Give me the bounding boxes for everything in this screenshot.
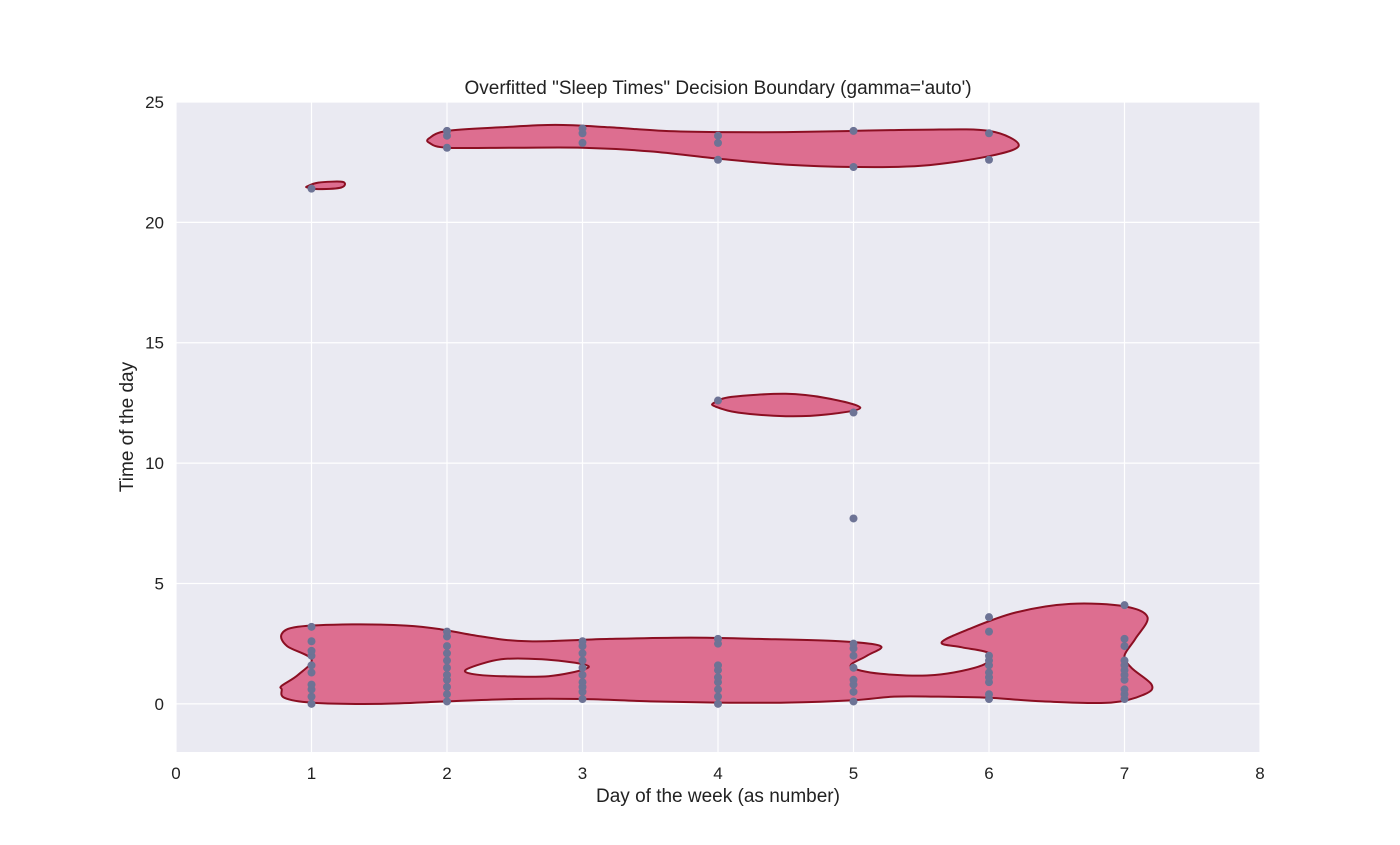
x-tick-label: 4 xyxy=(713,764,722,783)
data-point xyxy=(714,661,722,670)
data-point xyxy=(714,685,722,694)
data-point xyxy=(443,143,451,152)
data-point xyxy=(714,673,722,682)
decision-regions xyxy=(279,123,1154,705)
data-point xyxy=(849,163,858,171)
data-point xyxy=(443,656,451,665)
data-point xyxy=(578,138,587,147)
data-point xyxy=(578,656,587,665)
data-point xyxy=(1120,685,1129,694)
data-point xyxy=(307,637,316,646)
data-point xyxy=(714,155,722,164)
data-point xyxy=(714,138,722,147)
data-point xyxy=(307,668,316,677)
y-tick-label: 25 xyxy=(145,93,164,112)
data-point xyxy=(985,129,993,138)
data-point xyxy=(578,124,587,133)
data-point xyxy=(849,663,858,672)
y-tick-label: 15 xyxy=(145,334,164,353)
data-point xyxy=(307,680,316,689)
data-point xyxy=(443,683,451,691)
x-tick-label: 6 xyxy=(984,764,993,783)
data-point xyxy=(307,184,316,193)
x-tick-label: 7 xyxy=(1120,764,1129,783)
data-point xyxy=(714,634,722,643)
y-tick-label: 10 xyxy=(145,454,164,473)
tick-labels: 0 1 2 3 4 5 6 7 8 0 5 10 15 20 25 xyxy=(145,93,1265,783)
data-point xyxy=(849,408,858,417)
data-point xyxy=(849,126,858,135)
data-point xyxy=(443,697,451,706)
data-point xyxy=(849,514,858,523)
data-point xyxy=(443,690,451,699)
data-point xyxy=(307,692,316,701)
y-tick-label: 5 xyxy=(155,574,164,593)
data-point xyxy=(714,699,722,708)
data-point xyxy=(849,697,858,706)
data-point xyxy=(849,687,858,696)
x-tick-label: 5 xyxy=(849,764,858,783)
data-point xyxy=(443,663,451,672)
data-point xyxy=(578,649,587,658)
data-point xyxy=(985,690,993,699)
data-point xyxy=(985,155,993,164)
x-tick-label: 8 xyxy=(1255,764,1264,783)
decision-region-top-region xyxy=(426,123,1020,169)
x-axis-title: Day of the week (as number) xyxy=(596,786,840,807)
data-point xyxy=(1120,601,1129,610)
data-point xyxy=(985,627,993,636)
data-point xyxy=(985,651,993,660)
data-point xyxy=(307,661,316,670)
decision-region-small-region xyxy=(305,180,347,191)
x-tick-label: 0 xyxy=(171,764,180,783)
data-point xyxy=(443,649,451,658)
data-point xyxy=(578,695,587,704)
y-tick-label: 20 xyxy=(145,213,164,232)
data-point xyxy=(849,675,858,684)
data-point xyxy=(307,622,316,631)
data-point xyxy=(578,670,587,679)
data-point xyxy=(849,639,858,648)
data-point xyxy=(578,637,587,646)
data-point xyxy=(714,396,722,405)
chart-title: Overfitted "Sleep Times" Decision Bounda… xyxy=(464,78,971,99)
data-point xyxy=(307,699,316,708)
data-point xyxy=(443,126,451,135)
x-tick-label: 3 xyxy=(578,764,587,783)
data-point xyxy=(1120,634,1129,643)
data-point xyxy=(443,670,451,679)
y-axis-title: Time of the day xyxy=(117,361,138,492)
data-point xyxy=(849,651,858,660)
decision-region-middle-region xyxy=(711,392,862,418)
data-point xyxy=(443,627,451,636)
data-point xyxy=(1120,642,1129,651)
data-point xyxy=(714,692,722,701)
y-tick-label: 0 xyxy=(155,695,164,714)
data-point xyxy=(443,642,451,651)
data-points xyxy=(307,124,1129,708)
data-point xyxy=(578,663,587,672)
data-point xyxy=(714,131,722,140)
data-point xyxy=(578,678,587,687)
x-tick-label: 2 xyxy=(442,764,451,783)
x-tick-label: 1 xyxy=(307,764,316,783)
data-point xyxy=(307,646,316,655)
data-point xyxy=(1120,656,1129,665)
data-point xyxy=(985,668,993,677)
data-point xyxy=(985,613,993,622)
